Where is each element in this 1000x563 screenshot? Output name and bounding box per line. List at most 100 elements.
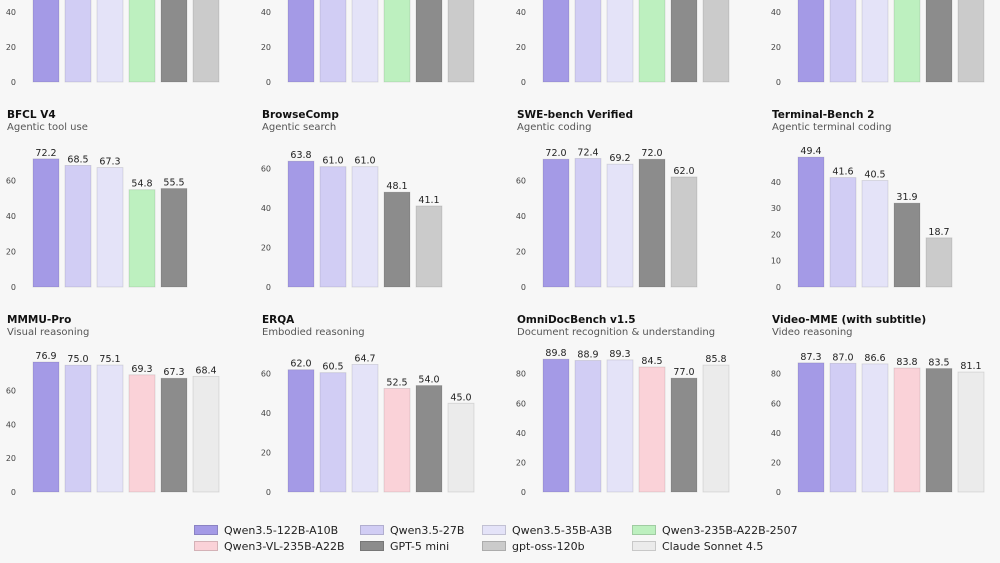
bar-value-label: 68.5 <box>67 154 88 165</box>
panel-subtitle: Visual reasoning <box>7 327 90 338</box>
y-tick-label: 0 <box>266 283 271 292</box>
bar-q27 <box>829 0 857 83</box>
bar-q27 <box>574 360 602 493</box>
bar-qvl <box>638 366 666 493</box>
bar-value-label: 41.1 <box>418 195 439 206</box>
y-tick-label: 40 <box>6 420 16 429</box>
legend-item-q27: Qwen3.5-27B <box>360 523 464 537</box>
bar-q122 <box>542 0 570 83</box>
legend-label: Qwen3.5-122B-A10B <box>224 523 339 537</box>
panel-title: OmniDocBench v1.5 <box>517 314 636 326</box>
bar-gpt5 <box>670 377 698 493</box>
bar-q35 <box>96 167 124 288</box>
y-tick-label: 0 <box>521 488 526 497</box>
bar-value-label: 41.6 <box>832 167 853 178</box>
bar-gpt5 <box>160 0 188 83</box>
bar-value-label: 60.5 <box>322 362 343 373</box>
bar-q27 <box>319 0 347 83</box>
bar-q27 <box>319 372 347 493</box>
bar-value-label: 88.9 <box>577 350 598 361</box>
bar-value-label: 89.8 <box>545 348 566 359</box>
bar-oss <box>447 0 475 83</box>
bar-q122 <box>797 0 825 83</box>
y-tick-label: 40 <box>261 409 271 418</box>
bar-q122 <box>287 160 315 288</box>
bar-value-label: 64.7 <box>354 353 375 364</box>
y-tick-label: 40 <box>771 178 781 187</box>
legend-item-claude: Claude Sonnet 4.5 <box>632 539 763 553</box>
y-tick-label: 20 <box>771 458 781 467</box>
y-tick-label: 60 <box>516 399 526 408</box>
panel-title: ERQA <box>262 314 295 326</box>
bar-value-label: 18.7 <box>928 227 949 238</box>
y-tick-label: 40 <box>6 8 16 17</box>
panel-subtitle: Agentic terminal coding <box>772 122 892 133</box>
y-tick-label: 40 <box>771 429 781 438</box>
bar-gpt5 <box>415 385 443 493</box>
y-tick-label: 20 <box>516 248 526 257</box>
y-tick-label: 0 <box>11 78 16 87</box>
bar-q235 <box>128 0 156 83</box>
bar-value-label: 72.4 <box>577 147 598 158</box>
bar-q235 <box>893 0 921 83</box>
bar-q35 <box>861 180 889 288</box>
y-tick-label: 20 <box>261 43 271 52</box>
bar-value-label: 81.1 <box>960 361 981 372</box>
panel-subtitle: Agentic tool use <box>7 122 88 133</box>
bar-claude <box>957 371 985 493</box>
bar-qvl <box>383 388 411 493</box>
bar-q35 <box>861 363 889 493</box>
bar-q122 <box>542 358 570 493</box>
legend-label: gpt-oss-120b <box>512 539 585 553</box>
y-tick-label: 60 <box>771 399 781 408</box>
y-tick-label: 20 <box>6 248 16 257</box>
bar-q122 <box>797 362 825 493</box>
bar-value-label: 87.3 <box>800 352 821 363</box>
y-tick-label: 0 <box>266 488 271 497</box>
bar-oss <box>670 176 698 288</box>
bar-q27 <box>829 362 857 493</box>
bar-value-label: 61.0 <box>322 156 343 167</box>
legend-item-q122: Qwen3.5-122B-A10B <box>194 523 338 537</box>
y-tick-label: 60 <box>6 387 16 396</box>
legend-item-q35: Qwen3.5-35B-A3B <box>482 523 612 537</box>
bar-value-label: 62.0 <box>290 359 311 370</box>
legend-item-gpt5: GPT-5 mini <box>360 539 449 553</box>
y-tick-label: 40 <box>261 204 271 213</box>
y-tick-label: 20 <box>261 449 271 458</box>
bar-value-label: 55.5 <box>163 177 184 188</box>
bar-qvl <box>128 374 156 493</box>
legend-swatch <box>194 525 218 535</box>
legend-swatch <box>632 525 656 535</box>
bar-q27 <box>574 158 602 288</box>
panel-title: SWE-bench Verified <box>517 109 634 121</box>
bar-value-label: 67.3 <box>99 157 120 168</box>
bar-q122 <box>32 0 60 83</box>
bar-q27 <box>64 165 92 288</box>
panel-subtitle: Agentic coding <box>517 122 592 133</box>
bar-value-label: 86.6 <box>864 353 885 364</box>
legend-item-oss: gpt-oss-120b <box>482 539 585 553</box>
bar-gpt5 <box>670 0 698 83</box>
y-tick-label: 30 <box>771 204 781 213</box>
bar-q122 <box>542 158 570 288</box>
bar-gpt5 <box>415 0 443 83</box>
bar-q235 <box>383 0 411 83</box>
bar-value-label: 72.0 <box>641 148 662 159</box>
bar-q35 <box>606 163 634 288</box>
y-tick-label: 40 <box>516 212 526 221</box>
y-tick-label: 0 <box>776 283 781 292</box>
y-tick-label: 20 <box>6 454 16 463</box>
bar-q235 <box>638 0 666 83</box>
legend-label: Qwen3.5-35B-A3B <box>512 523 613 537</box>
y-tick-label: 80 <box>771 370 781 379</box>
bar-gpt5 <box>638 158 666 288</box>
y-tick-label: 0 <box>521 283 526 292</box>
